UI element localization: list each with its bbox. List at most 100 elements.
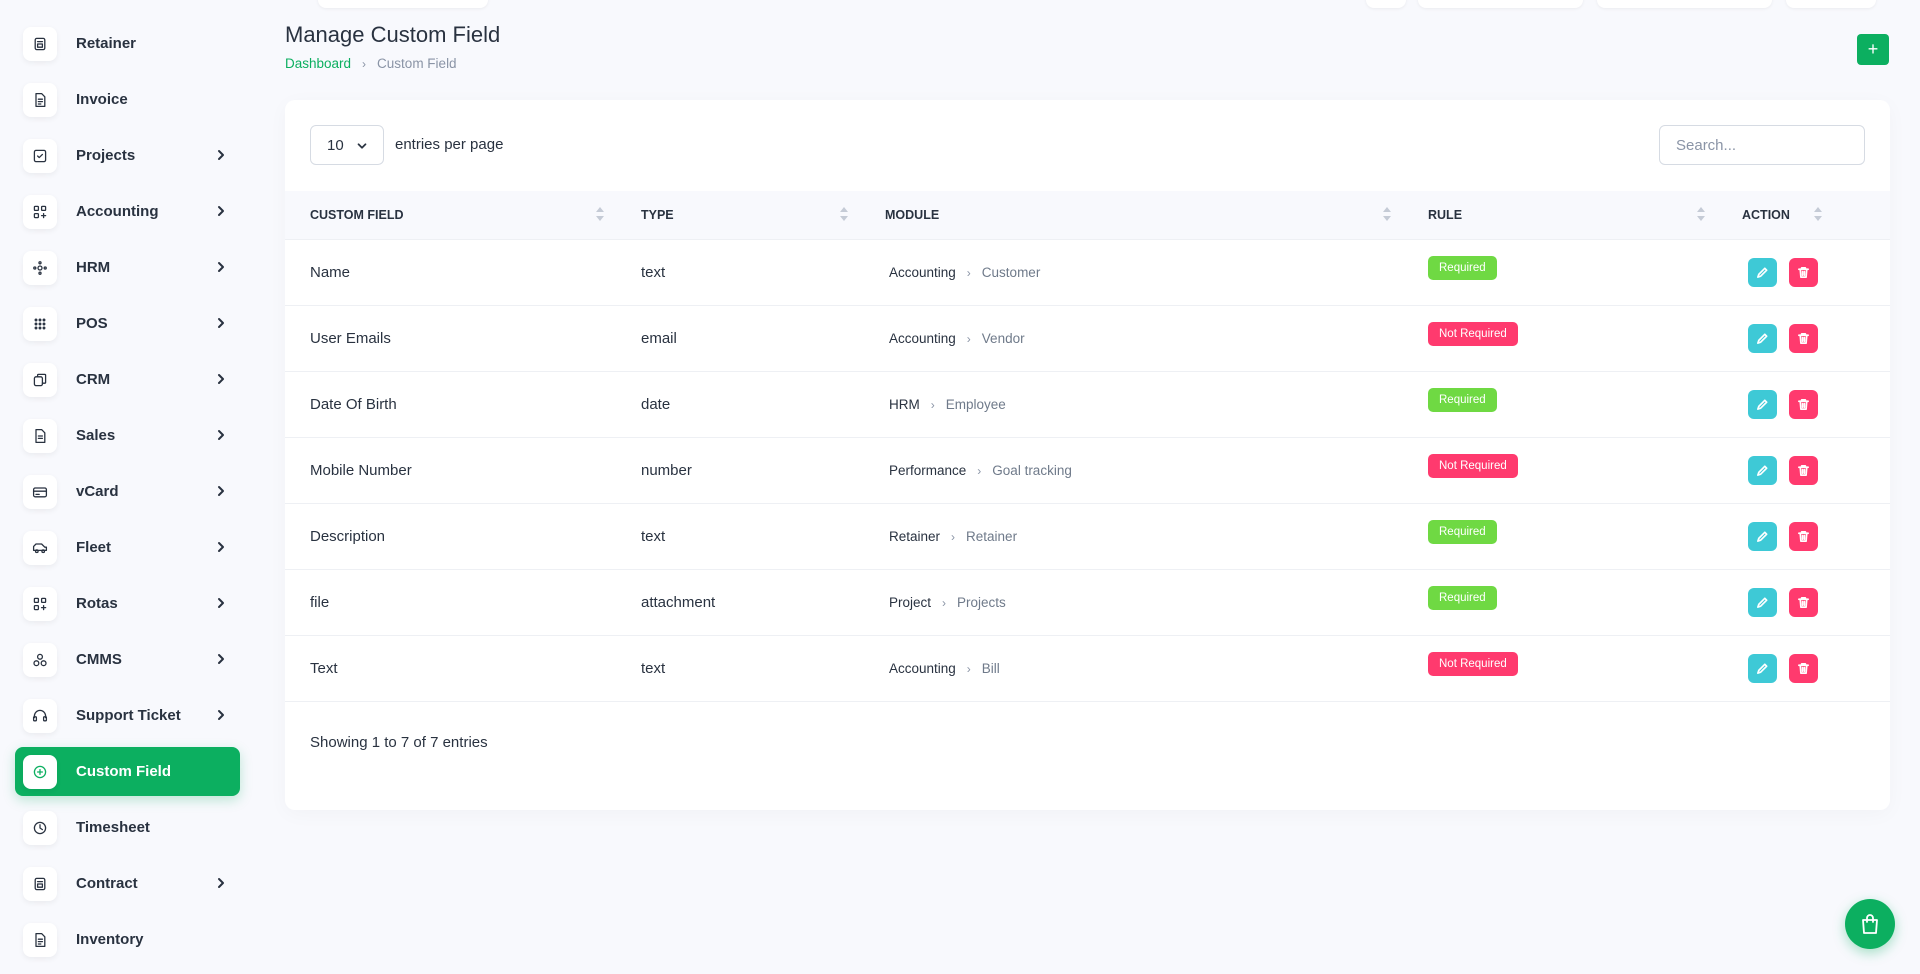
trash-icon (1797, 464, 1810, 477)
cell-action (1717, 503, 1834, 569)
sidebar-item-label: Timesheet (76, 819, 150, 836)
cell-spacer (1834, 371, 1890, 437)
sidebar-item-accounting[interactable]: Accounting (15, 187, 240, 236)
sidebar-item-rotas[interactable]: Rotas (15, 579, 240, 628)
sidebar-item-inventory[interactable]: Inventory (15, 915, 240, 964)
chevron-right-icon: › (966, 265, 971, 280)
sort-icon[interactable] (840, 207, 848, 221)
column-spacer (1834, 191, 1890, 239)
cell-custom-field: file (310, 593, 330, 611)
sidebar-item-sales[interactable]: Sales (15, 411, 240, 460)
delete-button[interactable] (1789, 389, 1818, 419)
chevron-right-icon (214, 484, 228, 498)
add-custom-field-button[interactable]: + (1857, 34, 1889, 65)
edit-button[interactable] (1748, 323, 1777, 353)
cell-module: Accounting › Vendor (860, 305, 1403, 371)
table-body: Name text Accounting › Customer Required User … (285, 239, 1890, 701)
retainer-icon (23, 26, 57, 61)
pos-icon (23, 306, 57, 341)
sidebar-item-label: HRM (76, 259, 111, 276)
sidebar-item-projects[interactable]: Projects (15, 131, 240, 180)
cell-spacer (1834, 239, 1890, 305)
submodule-name: Retainer (966, 528, 1018, 544)
column-header-type[interactable]: Type (616, 191, 860, 239)
sidebar-item-label: Sales (76, 427, 116, 444)
edit-button[interactable] (1748, 257, 1777, 287)
search-input[interactable] (1659, 125, 1865, 165)
column-header-label: Rule (1428, 207, 1463, 222)
breadcrumb-home-link[interactable]: Dashboard (285, 56, 352, 71)
sidebar-item-cmms[interactable]: CMMS (15, 635, 240, 684)
inventory-icon (23, 922, 57, 957)
column-header-rule[interactable]: Rule (1403, 191, 1717, 239)
sidebar-item-fleet[interactable]: Fleet (15, 523, 240, 572)
sidebar-item-pos[interactable]: POS (15, 299, 240, 348)
sort-icon[interactable] (1697, 207, 1705, 221)
sort-icon[interactable] (1814, 207, 1822, 221)
pencil-icon (1756, 464, 1769, 477)
top-header-button[interactable] (1786, 0, 1876, 8)
delete-button[interactable] (1789, 455, 1818, 485)
delete-button[interactable] (1789, 587, 1818, 617)
sidebar-item-invoice[interactable]: Invoice (15, 75, 240, 124)
edit-button[interactable] (1748, 587, 1777, 617)
breadcrumb: Dashboard › Custom Field (285, 56, 457, 71)
submodule-name: Bill (981, 660, 1000, 676)
top-header-button[interactable] (1597, 0, 1772, 8)
edit-button[interactable] (1748, 653, 1777, 683)
edit-button[interactable] (1748, 389, 1777, 419)
delete-button[interactable] (1789, 521, 1818, 551)
breadcrumb-current: Custom Field (377, 56, 457, 71)
column-header-action[interactable]: Action (1717, 191, 1834, 239)
chevron-right-icon (214, 204, 228, 218)
custom-field-card: 10 entries per page Custom Field Type Mo… (285, 100, 1890, 810)
cell-custom-field: Date Of Birth (310, 395, 397, 413)
trash-icon (1797, 332, 1810, 345)
edit-button[interactable] (1748, 455, 1777, 485)
cell-module: Project › Projects (860, 569, 1403, 635)
sidebar-item-label: Inventory (76, 931, 144, 948)
sidebar-item-custom-field[interactable]: Custom Field (15, 747, 240, 796)
column-header-custom-field[interactable]: Custom Field (285, 191, 616, 239)
sidebar-item-contract[interactable]: Contract (15, 859, 240, 908)
row-actions (1742, 323, 1834, 353)
cell-custom-field: Mobile Number (310, 461, 412, 479)
chevron-right-icon: › (966, 661, 971, 676)
entries-per-page-value: 10 (327, 136, 344, 154)
top-header-button[interactable] (1366, 0, 1406, 8)
cart-fab-button[interactable] (1845, 899, 1895, 949)
delete-button[interactable] (1789, 323, 1818, 353)
sidebar-item-label: Projects (76, 147, 136, 164)
cell-spacer (1834, 503, 1890, 569)
column-header-label: Type (641, 207, 674, 222)
sidebar-item-vcard[interactable]: vCard (15, 467, 240, 516)
sidebar-item-retainer[interactable]: Retainer (15, 19, 240, 68)
sidebar-item-hrm[interactable]: HRM (15, 243, 240, 292)
row-actions (1742, 389, 1834, 419)
sidebar-item-timesheet[interactable]: Timesheet (15, 803, 240, 852)
trash-icon (1797, 596, 1810, 609)
sidebar-item-crm[interactable]: CRM (15, 355, 240, 404)
chevron-right-icon (214, 260, 228, 274)
column-header-module[interactable]: Module (860, 191, 1403, 239)
top-user-chip[interactable] (318, 0, 488, 8)
edit-button[interactable] (1748, 521, 1777, 551)
trash-icon (1797, 530, 1810, 543)
rotas-icon (23, 586, 57, 621)
row-actions (1742, 257, 1834, 287)
entries-per-page-select[interactable]: 10 (310, 125, 384, 165)
delete-button[interactable] (1789, 653, 1818, 683)
delete-button[interactable] (1789, 257, 1818, 287)
top-header-button[interactable] (1418, 0, 1583, 8)
module-name: Accounting (889, 264, 956, 280)
sort-icon[interactable] (596, 207, 604, 221)
sidebar-item-support-ticket[interactable]: Support Ticket (15, 691, 240, 740)
cell-type: date (641, 395, 671, 413)
pencil-icon (1756, 596, 1769, 609)
table-row: Name text Accounting › Customer Required (285, 239, 1890, 305)
rule-badge: Not Required (1428, 652, 1518, 676)
sidebar-item-label: Support Ticket (76, 707, 181, 724)
submodule-name: Vendor (981, 330, 1025, 346)
module-name: Accounting (889, 330, 956, 346)
sort-icon[interactable] (1383, 207, 1391, 221)
